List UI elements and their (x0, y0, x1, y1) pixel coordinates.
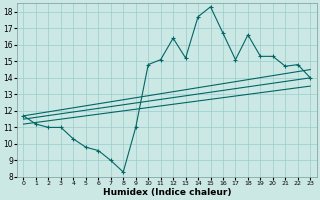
X-axis label: Humidex (Indice chaleur): Humidex (Indice chaleur) (103, 188, 231, 197)
